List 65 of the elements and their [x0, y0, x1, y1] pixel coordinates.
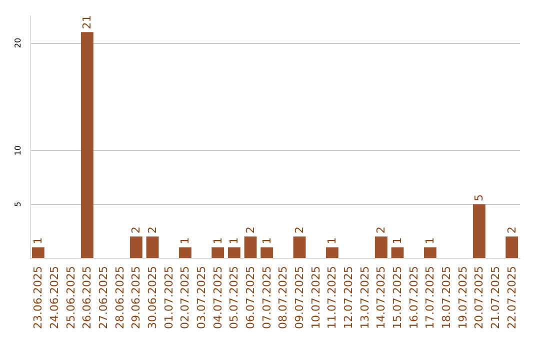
data-label: 1: [424, 237, 437, 244]
x-tick-label: 06.07.2025: [244, 266, 257, 330]
x-tick-label: 25.06.2025: [64, 266, 78, 330]
x-tick-label: 14.07.2025: [374, 266, 388, 330]
bar: [472, 204, 486, 258]
data-label: 1: [32, 237, 45, 244]
bar: [260, 247, 274, 258]
bar: [293, 236, 306, 258]
data-label: 1: [228, 237, 241, 244]
bar: [506, 236, 518, 258]
x-tick-label: 20.07.2025: [472, 266, 486, 330]
x-tick-label: 18.07.2025: [440, 266, 453, 330]
data-label: 1: [178, 237, 192, 244]
x-tick-label: 17.07.2025: [424, 266, 437, 330]
x-tick-label: 04.07.2025: [211, 266, 224, 330]
bar: [374, 236, 388, 258]
data-label: 2: [244, 226, 257, 234]
x-tick-label: 01.07.2025: [162, 266, 176, 330]
x-tick-label: 28.06.2025: [113, 266, 126, 330]
x-tick-label: 15.07.2025: [391, 266, 404, 330]
x-tick-label: 11.07.2025: [326, 266, 339, 330]
bar: [391, 247, 404, 258]
x-tick-label: 21.07.2025: [489, 266, 502, 330]
x-tick-label: 05.07.2025: [228, 266, 241, 330]
data-label: 2: [374, 226, 388, 234]
bar: [146, 236, 159, 258]
x-tick-label: 29.06.2025: [130, 266, 143, 330]
bar: [80, 32, 94, 258]
x-tick-label: 09.07.2025: [293, 266, 306, 330]
y-tick-label: 20: [14, 38, 22, 48]
x-tick-label: 24.06.2025: [48, 266, 61, 330]
x-tick-label: 03.07.2025: [195, 266, 208, 330]
x-tick-label: 27.06.2025: [97, 266, 110, 330]
x-tick-label: 07.07.2025: [260, 266, 274, 330]
x-tick-label: 10.07.2025: [309, 266, 322, 330]
bar: [228, 247, 240, 258]
bar: [130, 236, 142, 258]
data-label: 2: [293, 226, 306, 234]
x-tick-label: 08.07.2025: [276, 266, 290, 330]
x-tick-label: 22.07.2025: [505, 266, 518, 330]
bar: [212, 247, 224, 258]
data-label: 2: [130, 226, 143, 234]
x-tick-label: 26.06.2025: [80, 266, 94, 330]
data-label: 2: [505, 226, 518, 234]
data-label: 1: [326, 237, 339, 244]
x-tick-label: 23.06.2025: [32, 266, 45, 330]
bar: [32, 247, 44, 258]
data-label: 1: [260, 237, 274, 244]
x-tick-label: 19.07.2025: [456, 266, 470, 330]
data-label: 1: [391, 237, 404, 244]
data-label: 2: [146, 226, 159, 234]
x-tick-label: 16.07.2025: [407, 266, 420, 330]
data-label: 5: [472, 194, 486, 202]
bar: [326, 247, 338, 258]
bar: [424, 247, 436, 258]
data-label: 1: [211, 237, 224, 244]
bar: [178, 247, 192, 258]
x-tick-label: 30.06.2025: [146, 266, 159, 330]
x-tick-label: 12.07.2025: [342, 266, 355, 330]
x-tick-label: 13.07.2025: [358, 266, 372, 330]
x-tick-label: 02.07.2025: [178, 266, 192, 330]
data-label: 21: [80, 15, 94, 30]
y-tick-label: 5: [14, 202, 22, 207]
y-tick-label: 10: [14, 145, 22, 156]
bar: [244, 236, 257, 258]
